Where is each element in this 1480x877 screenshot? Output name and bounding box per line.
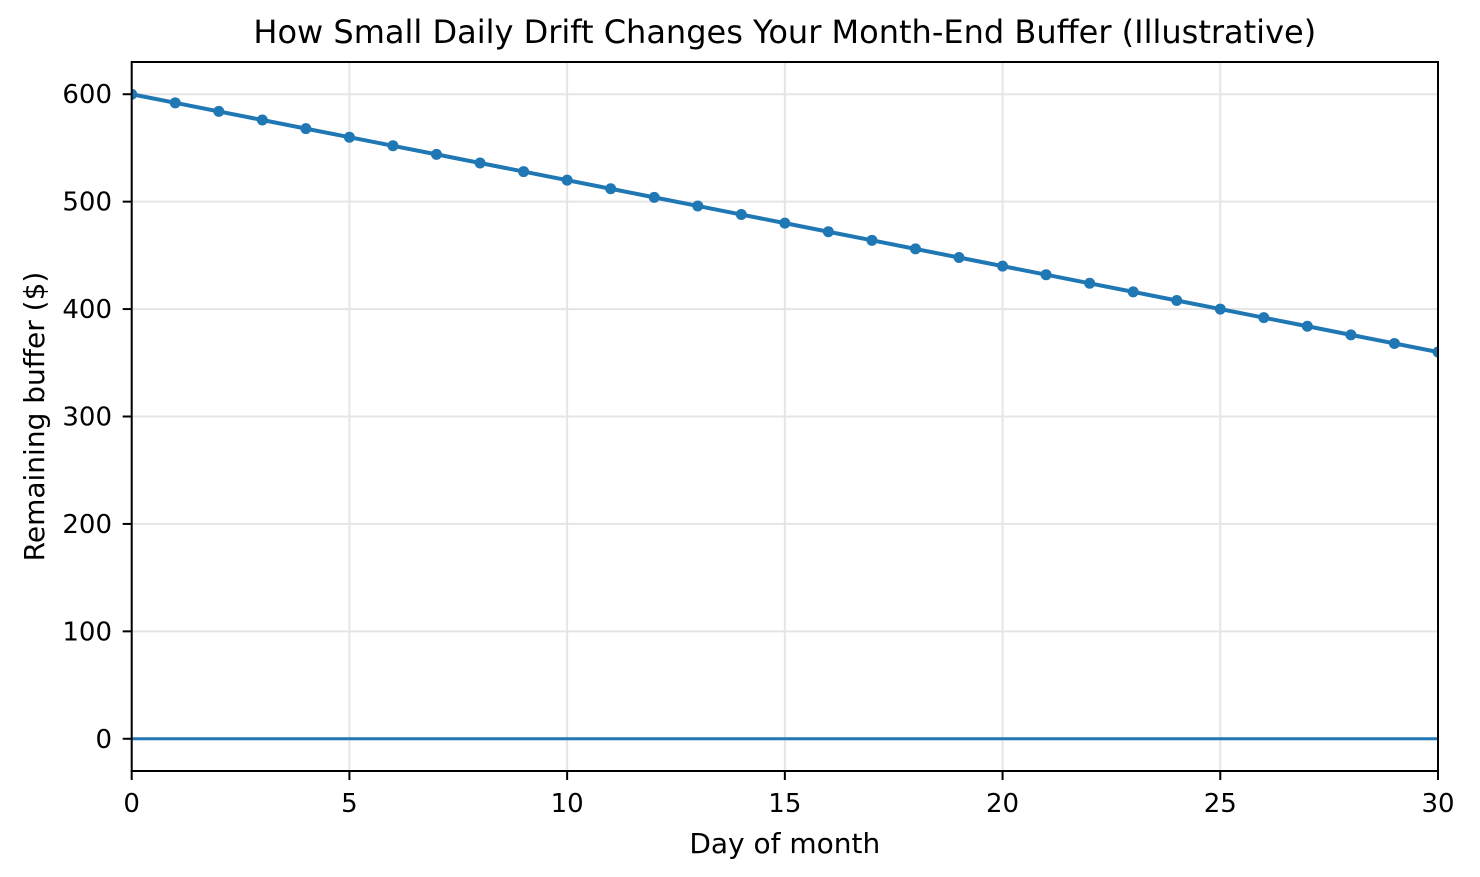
data-point-marker (431, 148, 443, 160)
x-tick-label: 20 (986, 789, 1019, 819)
data-point-marker (692, 200, 704, 212)
y-tick-label: 300 (62, 403, 112, 433)
data-point-marker (1388, 337, 1400, 349)
data-point-marker (169, 97, 181, 109)
x-tick-label: 25 (1204, 789, 1237, 819)
data-point-marker (256, 114, 268, 126)
data-point-marker (735, 209, 747, 221)
y-tick-label: 600 (62, 80, 112, 110)
data-point-marker (1127, 286, 1139, 298)
x-tick-label: 0 (123, 789, 140, 819)
y-tick-label: 500 (62, 188, 112, 218)
data-point-marker (300, 123, 312, 135)
data-point-marker (866, 234, 878, 246)
data-point-marker (131, 88, 138, 100)
data-point-marker (909, 243, 921, 255)
y-tick-label: 200 (62, 510, 112, 540)
x-tick-label: 15 (768, 789, 801, 819)
data-point-marker (213, 105, 225, 117)
data-point-marker (1214, 303, 1226, 315)
data-point-marker (1258, 312, 1270, 324)
data-point-marker (518, 166, 530, 178)
data-point-marker (1084, 277, 1096, 289)
data-point-marker (1171, 294, 1183, 306)
x-tick-label: 5 (341, 789, 358, 819)
tick-marks-layer (122, 93, 1439, 780)
y-tick-label: 400 (62, 295, 112, 325)
data-point-marker (1432, 346, 1439, 358)
data-point-marker (822, 226, 834, 238)
data-point-marker (474, 157, 486, 169)
data-point-marker (605, 183, 617, 195)
y-tick-label: 0 (95, 725, 112, 755)
x-axis-label: Day of month (689, 827, 880, 860)
data-point-marker (997, 260, 1009, 272)
data-point-marker (1345, 329, 1357, 341)
x-tick-label: 30 (1421, 789, 1454, 819)
data-point-marker (1040, 269, 1052, 281)
x-tick-label: 10 (551, 789, 584, 819)
data-point-marker (387, 140, 399, 152)
y-axis-label: Remaining buffer ($) (18, 272, 51, 562)
data-point-marker (648, 191, 660, 203)
data-point-marker (1301, 320, 1313, 332)
data-point-marker (953, 252, 965, 264)
y-tick-label: 100 (62, 617, 112, 647)
grid-layer (130, 62, 1439, 771)
chart-title: How Small Daily Drift Changes Your Month… (253, 13, 1316, 51)
data-point-marker (343, 131, 355, 143)
data-point-marker (779, 217, 791, 229)
data-point-marker (561, 174, 573, 186)
series-layer (131, 88, 1439, 358)
